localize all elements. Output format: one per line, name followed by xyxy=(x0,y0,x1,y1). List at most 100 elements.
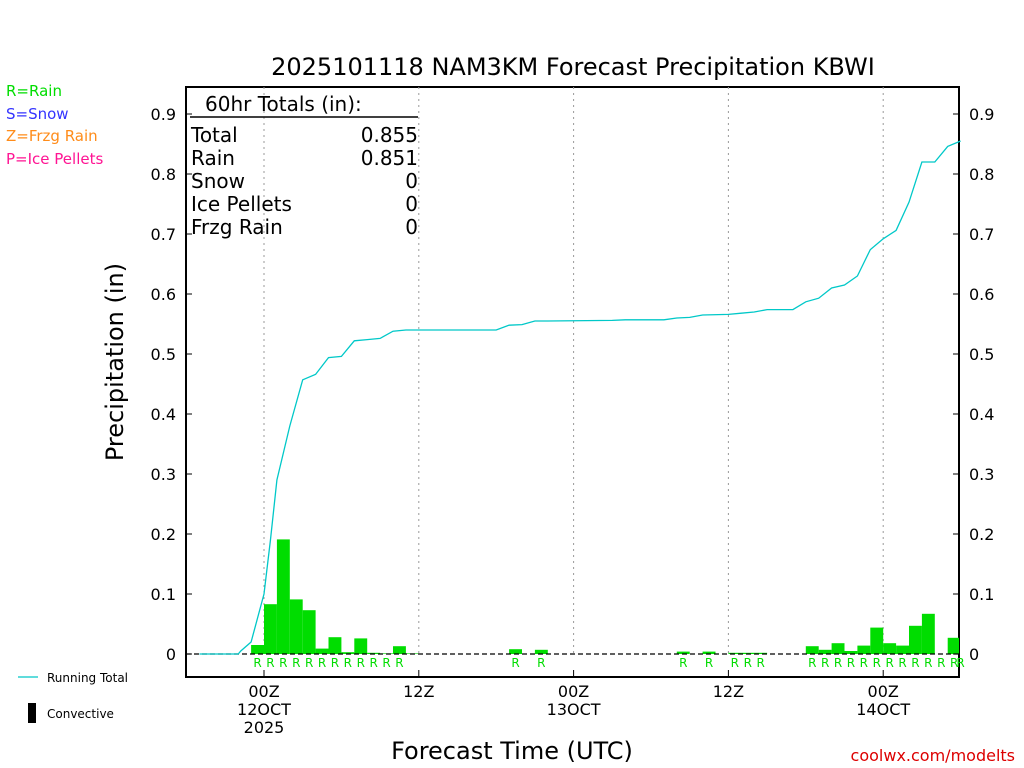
rain-marker: R xyxy=(937,656,945,670)
precip-bar xyxy=(264,604,277,654)
ptype-legend-ice-pellets: P=Ice Pellets xyxy=(6,150,103,168)
x-axis-title: Forecast Time (UTC) xyxy=(391,737,633,765)
rain-marker: R xyxy=(744,656,752,670)
precip-bar xyxy=(289,599,303,654)
y-tick-label-left: 0.4 xyxy=(151,405,176,424)
y-tick-label-left: 0.1 xyxy=(151,585,176,604)
rain-marker: R xyxy=(860,656,868,670)
y-tick-label-right: 0.7 xyxy=(969,225,994,244)
rain-marker: R xyxy=(956,656,964,670)
precip-bar xyxy=(315,648,329,654)
x-tick-label: 12Z xyxy=(403,682,434,701)
y-tick-label-right: 0.6 xyxy=(969,285,994,304)
rain-marker: R xyxy=(357,656,365,670)
y-tick-label-left: 0.8 xyxy=(151,165,176,184)
rain-marker: R xyxy=(756,656,764,670)
running-total-legend-label: Running Total xyxy=(47,671,128,685)
rain-marker: R xyxy=(950,656,958,670)
precip-bar xyxy=(883,643,897,654)
precip-bars xyxy=(251,539,959,654)
x-tick-label: 00Z xyxy=(248,682,279,701)
totals-label-frzg-rain: Frzg Rain xyxy=(191,215,283,239)
y-tick-label-left: 0.3 xyxy=(151,465,176,484)
y-tick-label-right: 0.3 xyxy=(969,465,994,484)
rain-marker: R xyxy=(924,656,932,670)
y-axis-ticks: 0 00.1 0.10.2 0.20.3 0.30.4 0.40.5 0.50.6 0.60.… xyxy=(151,105,995,664)
y-tick-label-right: 0.5 xyxy=(969,345,994,364)
precip-bar xyxy=(676,651,690,654)
precip-bar xyxy=(947,637,959,654)
rain-marker: R xyxy=(253,656,261,670)
y-axis-title: Precipitation (in) xyxy=(101,263,129,461)
ptype-legend: R=Rain S=Snow Z=Frzg Rain P=Ice Pellets xyxy=(6,82,103,168)
precip-bar xyxy=(393,646,406,654)
gridlines xyxy=(263,87,884,654)
rain-marker: R xyxy=(537,656,545,670)
rain-marker: R xyxy=(266,656,274,670)
rain-marker: R xyxy=(911,656,919,670)
precip-bar xyxy=(534,649,548,654)
precip-bar xyxy=(354,638,368,654)
totals-box: 60hr Totals (in): Total 0.855 Rain 0.851… xyxy=(190,92,418,239)
y-tick-label-left: 0.9 xyxy=(151,105,176,124)
precip-bar xyxy=(328,637,342,654)
credit-text: coolwx.com/modelts xyxy=(851,746,1015,765)
totals-value-frzg-rain: 0 xyxy=(405,215,418,239)
rain-marker: R xyxy=(847,656,855,670)
precip-bar xyxy=(251,645,264,654)
precip-bar xyxy=(921,613,935,654)
rain-marker: R xyxy=(318,656,326,670)
x-tick-label: 14OCT xyxy=(856,700,910,719)
y-tick-label-right: 0.8 xyxy=(969,165,994,184)
precip-bar xyxy=(702,651,716,654)
precip-bar xyxy=(302,610,316,654)
ptype-legend-rain: R=Rain xyxy=(6,82,62,100)
precip-bar xyxy=(954,648,959,654)
y-tick-label-left: 0.2 xyxy=(151,525,176,544)
rain-marker: R xyxy=(731,656,739,670)
totals-label-total: Total xyxy=(190,123,238,147)
precip-bar xyxy=(805,646,819,654)
precip-bar xyxy=(857,645,871,654)
rain-marker: R xyxy=(305,656,313,670)
rain-marker: R xyxy=(705,656,713,670)
precip-bar xyxy=(276,539,290,654)
totals-value-rain: 0.851 xyxy=(361,146,418,170)
x-tick-label: 2025 xyxy=(244,718,285,737)
rain-marker: R xyxy=(344,656,352,670)
precip-bar xyxy=(870,627,884,654)
rain-marker: R xyxy=(279,656,287,670)
y-tick-label-right: 0 xyxy=(969,645,979,664)
precip-bar xyxy=(896,645,909,654)
totals-label-rain: Rain xyxy=(191,146,235,170)
y-tick-label-right: 0.9 xyxy=(969,105,994,124)
convective-legend-label: Convective xyxy=(47,707,114,721)
plot-frame xyxy=(185,86,960,678)
x-tick-label: 13OCT xyxy=(547,700,601,719)
precip-bar xyxy=(844,651,858,654)
totals-value-total: 0.855 xyxy=(361,123,418,147)
totals-label-snow: Snow xyxy=(191,169,245,193)
rain-marker: R xyxy=(821,656,829,670)
totals-label-ice-pellets: Ice Pellets xyxy=(191,192,292,216)
rain-marker: R xyxy=(511,656,519,670)
precip-bar xyxy=(818,649,832,654)
precip-bar xyxy=(831,643,845,654)
x-tick-label: 00Z xyxy=(558,682,589,701)
totals-value-snow: 0 xyxy=(405,169,418,193)
convective-legend-swatch xyxy=(28,703,36,723)
totals-header: 60hr Totals (in): xyxy=(205,92,362,116)
totals-value-ice-pellets: 0 xyxy=(405,192,418,216)
running-total-line xyxy=(199,140,961,655)
rain-marker: R xyxy=(834,656,842,670)
ptype-legend-frzg-rain: Z=Frzg Rain xyxy=(6,127,98,145)
x-tick-label: 12OCT xyxy=(237,700,291,719)
rain-marker: R xyxy=(292,656,300,670)
rain-marker: R xyxy=(679,656,687,670)
rain-marker: R xyxy=(808,656,816,670)
rain-marker: R xyxy=(369,656,377,670)
ptype-legend-snow: S=Snow xyxy=(6,105,69,123)
precip-bar xyxy=(754,652,768,654)
